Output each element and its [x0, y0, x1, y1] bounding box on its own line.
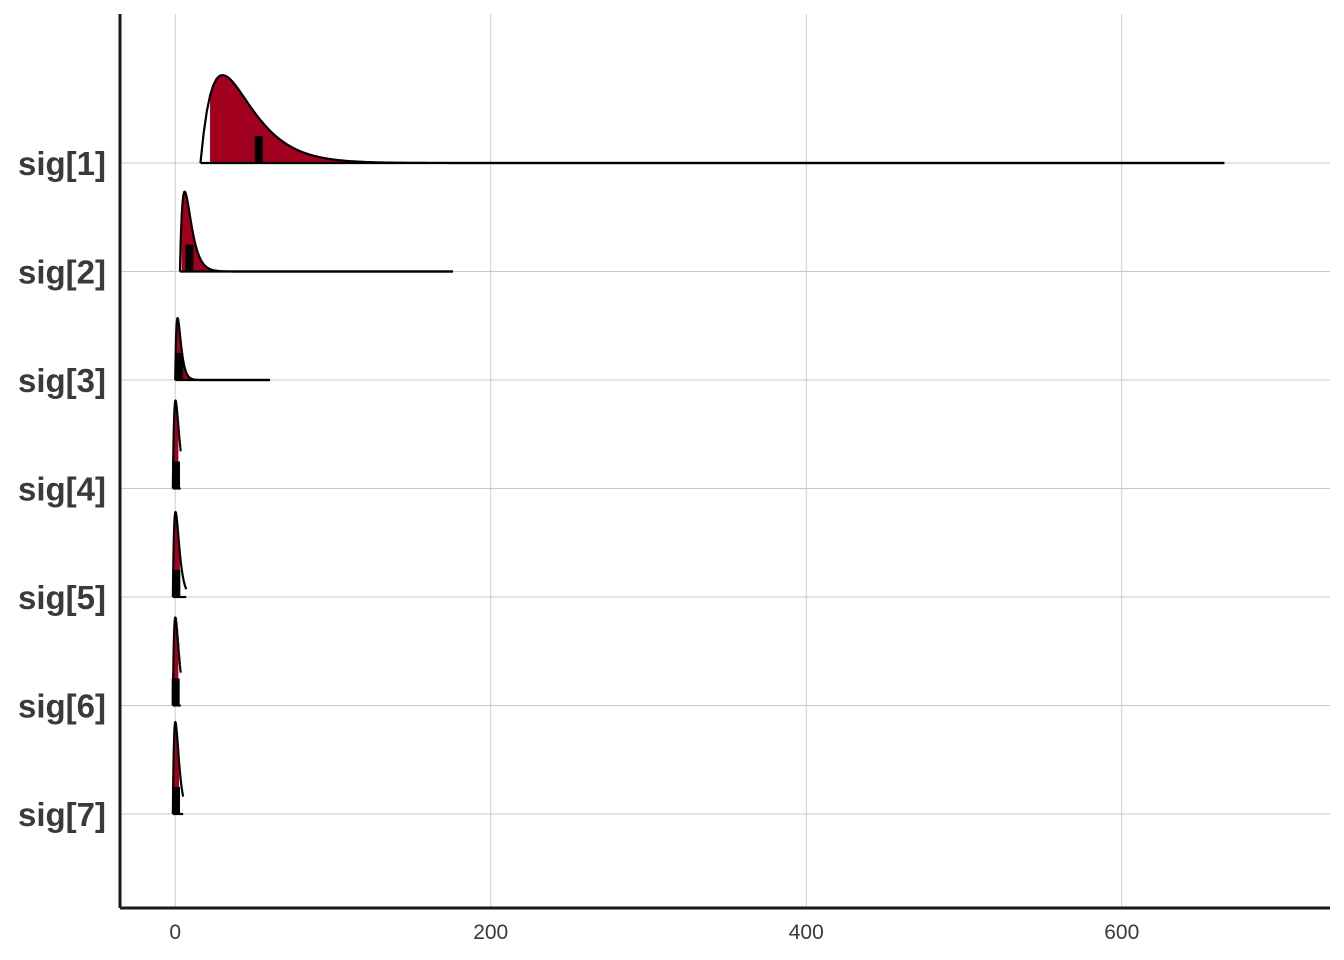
y-axis-labels: sig[1] sig[2] sig[3] sig[4] sig[5] sig[6] sig[…: [18, 145, 106, 833]
median-marker: [185, 244, 194, 272]
x-axis-labels: 0 200 400 600: [169, 921, 1139, 944]
y-tick-label: sig[2]: [18, 254, 106, 291]
y-tick-label: sig[1]: [18, 145, 106, 182]
y-tick-label: sig[4]: [18, 471, 106, 508]
y-tick-label: sig[6]: [18, 688, 106, 725]
y-tick-label: sig[3]: [18, 362, 106, 399]
density-ridges: [171, 73, 1225, 816]
density-curve: [174, 316, 271, 382]
axes: [118, 14, 1330, 910]
density-curve: [171, 616, 182, 706]
density-curve: [199, 73, 1225, 165]
density-curve: [171, 399, 182, 489]
x-tick-label: 600: [1104, 921, 1139, 944]
grid-lines: [120, 14, 1330, 908]
density-curve: [171, 510, 188, 598]
density-curve: [171, 720, 185, 815]
x-tick-label: 400: [789, 921, 824, 944]
median-marker: [172, 787, 181, 814]
density-fill: [181, 191, 238, 272]
median-marker: [172, 461, 181, 489]
x-tick-label: 200: [473, 921, 508, 944]
median-marker: [171, 678, 180, 706]
density-curve: [178, 190, 454, 273]
density-fill: [210, 75, 531, 163]
x-tick-label: 0: [169, 921, 181, 944]
median-marker: [172, 570, 181, 597]
median-marker: [175, 353, 184, 380]
median-marker: [254, 136, 263, 163]
y-tick-label: sig[7]: [18, 796, 106, 833]
y-tick-label: sig[5]: [18, 579, 106, 616]
